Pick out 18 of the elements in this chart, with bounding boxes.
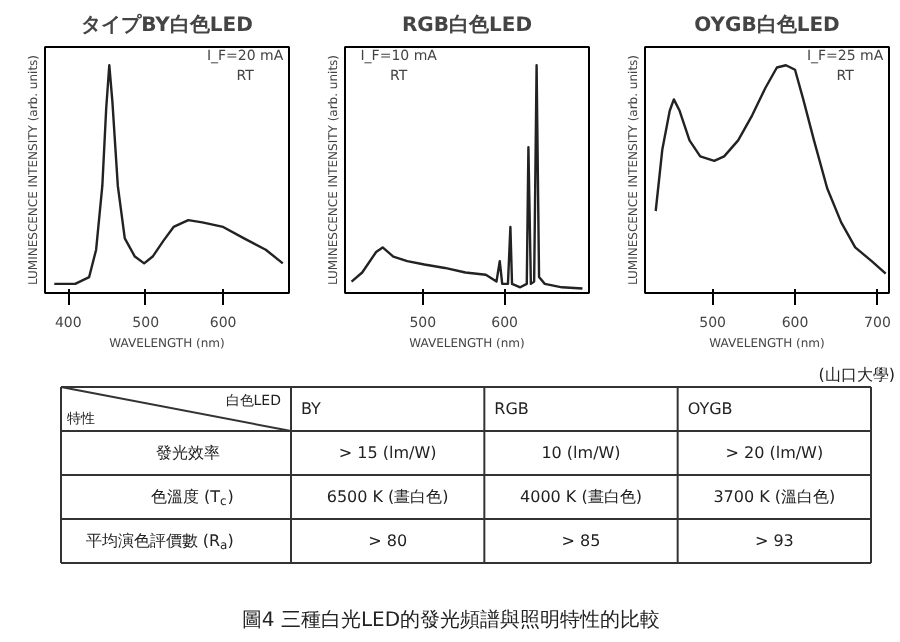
chart-title: タイプBY白色LED xyxy=(81,13,253,37)
text: > 80 xyxy=(368,532,408,550)
text: 4000 K (晝白色) xyxy=(520,488,642,506)
category-label: 發光效率 xyxy=(156,444,220,462)
text: > 20 (lm/W) xyxy=(725,444,824,462)
text: > 15 (lm/W) xyxy=(338,444,437,462)
text: 10 (lm/W) xyxy=(541,444,621,462)
text: (山口大學) xyxy=(818,366,896,384)
category-label: OYGB xyxy=(687,400,733,418)
chart-title: RGB白色LED xyxy=(401,13,533,37)
text: 6500 K (晝白色) xyxy=(326,488,449,506)
text: 3700 K (溫白色) xyxy=(713,488,836,506)
caption: 圖4 三種白光LED的發光頻譜與照明特性的比較 xyxy=(241,608,661,632)
category-label: BY xyxy=(301,400,322,418)
text: > 85 xyxy=(561,532,601,550)
chart-title: OYGB白色LED xyxy=(694,13,840,37)
category-label: RGB xyxy=(494,400,529,418)
text: > 93 xyxy=(754,532,794,550)
